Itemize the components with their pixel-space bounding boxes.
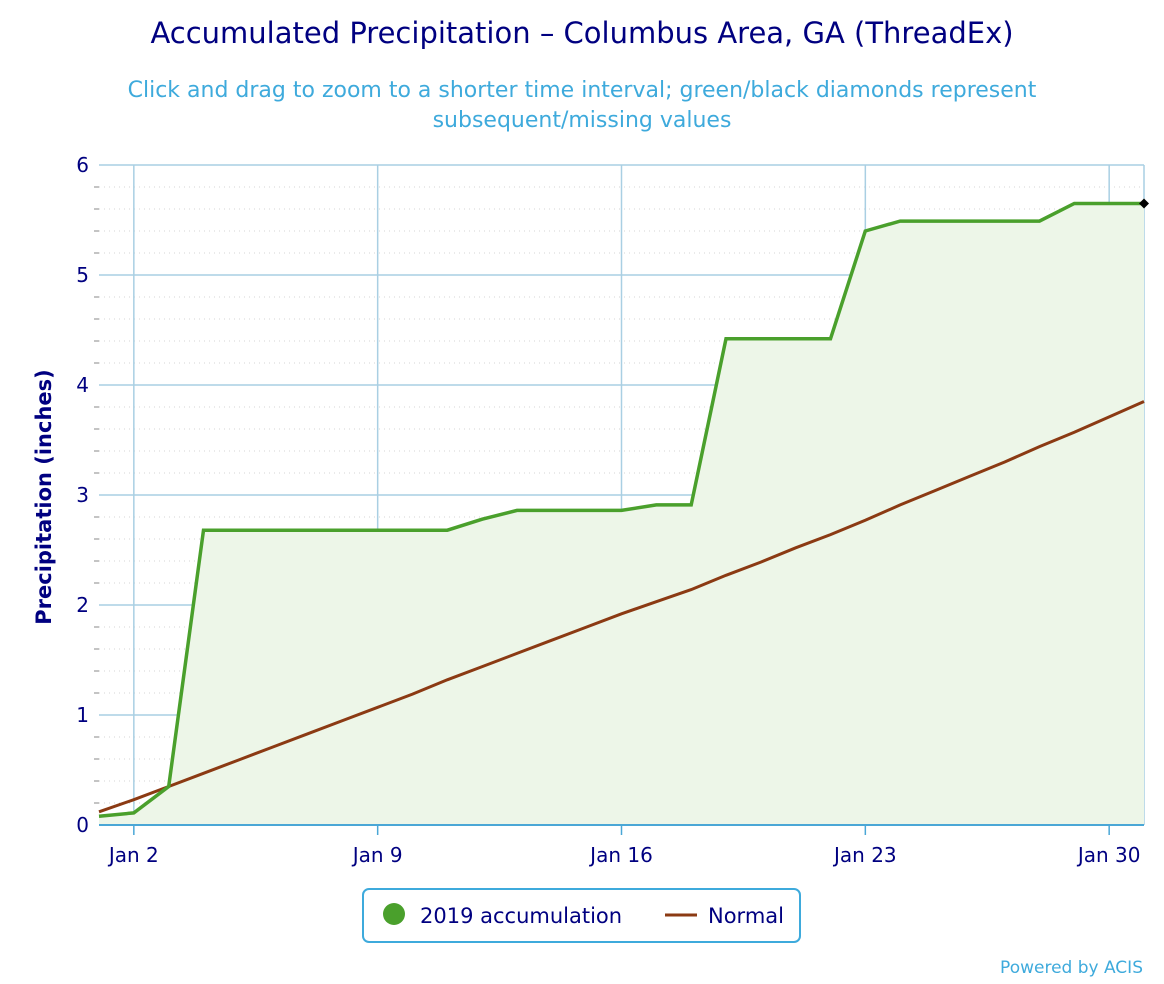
legend-item-normal[interactable]: Normal — [665, 904, 784, 928]
chart-subtitle-line-1: Click and drag to zoom to a shorter time… — [128, 78, 1037, 103]
missing-value-diamond-marker[interactable] — [1139, 198, 1149, 209]
y-tick-label: 4 — [76, 373, 89, 397]
x-tick-label: Jan 2 — [107, 843, 159, 867]
chart-title: Accumulated Precipitation – Columbus Are… — [150, 16, 1013, 50]
series-2019-accumulation-area — [99, 203, 1144, 825]
y-axis-label: Precipitation (inches) — [32, 369, 56, 625]
chart-subtitle-line-2: subsequent/missing values — [433, 108, 732, 133]
series-normal-line[interactable] — [98, 400, 1145, 814]
y-tick-label: 6 — [76, 153, 89, 177]
legend-circle-icon — [383, 903, 405, 925]
y-tick-label: 2 — [76, 593, 89, 617]
legend-label-normal: Normal — [708, 904, 784, 928]
legend: 2019 accumulation Normal — [362, 888, 801, 943]
y-tick-label: 3 — [76, 483, 89, 507]
powered-by-acis-link[interactable]: Powered by ACIS — [1000, 958, 1143, 978]
y-tick-label: 5 — [76, 263, 89, 287]
x-tick-label: Jan 16 — [588, 843, 653, 867]
x-tick-label: Jan 9 — [351, 843, 403, 867]
y-axis-tick-labels: 0 1 2 3 4 5 6 — [76, 153, 89, 837]
x-tick-label: Jan 30 — [1076, 843, 1141, 867]
y-tick-label: 1 — [76, 703, 89, 727]
x-axis-tick-labels: Jan 2 Jan 9 Jan 16 Jan 23 Jan 30 — [107, 825, 1141, 867]
y-tick-label: 0 — [76, 813, 89, 837]
x-tick-label: Jan 23 — [832, 843, 897, 867]
legend-box — [362, 888, 801, 943]
legend-item-2019-accumulation[interactable]: 2019 accumulation — [383, 903, 622, 928]
legend-label-2019-accumulation: 2019 accumulation — [420, 904, 622, 928]
series-2019-accumulation-line[interactable] — [98, 201, 1144, 818]
